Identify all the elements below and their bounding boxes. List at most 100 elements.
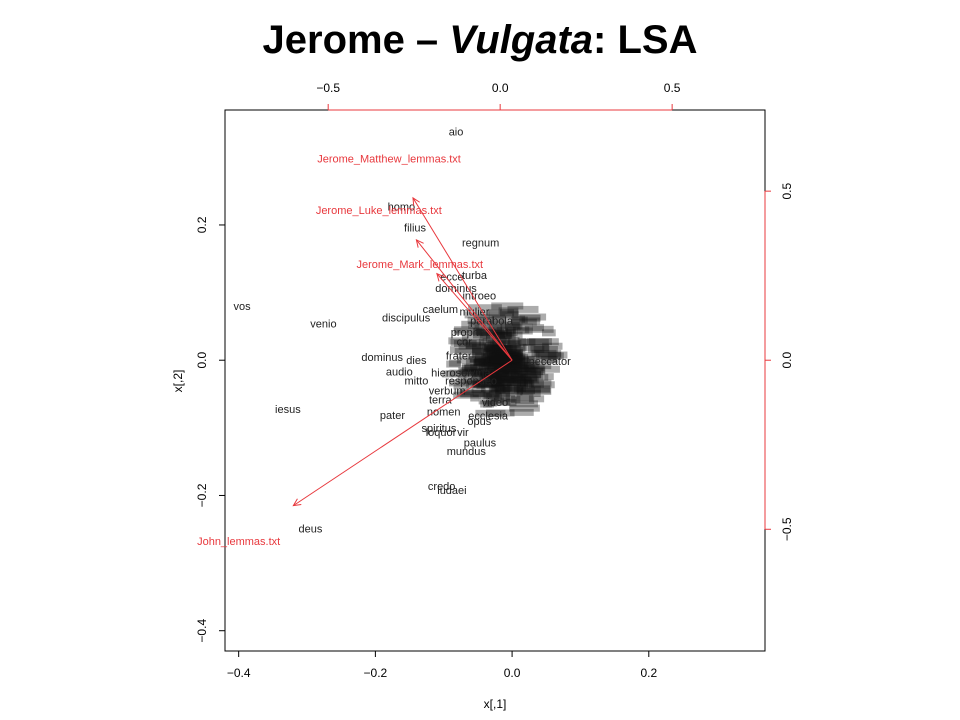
cloud-mark: [511, 375, 538, 383]
cloud-mark: [490, 384, 510, 392]
cloud-mark: [488, 321, 520, 329]
cloud-mark: [494, 353, 511, 361]
cloud-mark: [492, 378, 526, 386]
cloud-mark: [492, 356, 515, 364]
cloud-mark: [498, 355, 519, 363]
cloud-mark: [501, 361, 528, 369]
cloud-mark: [490, 375, 515, 383]
cloud-mark: [516, 385, 551, 393]
cloud-mark: [472, 371, 494, 379]
cloud-mark: [498, 307, 519, 315]
cloud-mark: [497, 356, 512, 364]
cloud-mark: [498, 379, 527, 387]
cloud-mark: [486, 346, 498, 354]
cloud-mark: [491, 379, 504, 387]
cloud-mark: [521, 387, 536, 395]
word-label: vir: [457, 427, 469, 439]
cloud-mark: [472, 343, 503, 351]
cloud-mark: [531, 380, 544, 388]
cloud-mark: [489, 385, 499, 393]
cloud-mark: [494, 376, 526, 384]
cloud-mark: [486, 378, 512, 386]
cloud-mark: [473, 370, 487, 378]
cloud-mark: [534, 349, 562, 357]
cloud-mark: [459, 368, 491, 376]
cloud-mark: [524, 362, 540, 370]
cloud-mark: [522, 344, 549, 352]
word-label: dies: [406, 355, 427, 367]
cloud-mark: [528, 345, 545, 353]
cloud-mark: [496, 355, 512, 363]
cloud-mark: [492, 327, 503, 335]
cloud-mark: [491, 380, 500, 388]
cloud-mark: [498, 357, 508, 365]
cloud-mark: [531, 349, 557, 357]
word-label: hierosolyma: [431, 367, 491, 379]
cloud-mark: [506, 343, 527, 351]
cloud-mark: [494, 355, 518, 363]
cloud-mark: [473, 358, 486, 366]
cloud-mark: [514, 371, 542, 379]
top-tick-label: −0.5: [316, 81, 340, 95]
cloud-mark: [470, 394, 479, 402]
cloud-mark: [530, 345, 550, 353]
cloud-mark: [504, 355, 515, 363]
cloud-mark: [494, 356, 514, 364]
cloud-mark: [453, 391, 482, 399]
cloud-mark: [507, 305, 539, 313]
vector-arrowhead: [292, 498, 302, 507]
cloud-mark: [498, 356, 510, 364]
cloud-mark: [479, 371, 488, 379]
cloud-mark: [490, 356, 519, 364]
cloud-mark: [474, 314, 506, 322]
cloud-mark: [495, 354, 515, 362]
cloud-mark: [495, 357, 516, 365]
cloud-mark: [507, 338, 536, 346]
word-label: audio: [386, 367, 413, 379]
top-tick-label: 0.0: [492, 81, 509, 95]
cloud-mark: [491, 345, 503, 353]
vector-label: Jerome_Mark_lemmas.txt: [357, 259, 484, 271]
cloud-mark: [500, 384, 524, 392]
cloud-mark: [497, 358, 515, 366]
cloud-mark: [505, 393, 534, 401]
cloud-mark: [511, 362, 535, 370]
cloud-mark: [499, 331, 523, 339]
cloud-mark: [495, 361, 522, 369]
cloud-mark: [498, 356, 510, 364]
cloud-mark: [496, 337, 511, 345]
cloud-mark: [498, 352, 516, 360]
cloud-mark: [517, 337, 527, 345]
cloud-mark: [487, 339, 522, 347]
cloud-mark: [499, 309, 515, 317]
cloud-mark: [514, 365, 532, 373]
cloud-mark: [505, 323, 533, 331]
cloud-mark: [469, 355, 497, 363]
x-tick-label: 0.0: [504, 666, 521, 680]
word-label: aio: [449, 127, 464, 139]
cloud-mark: [495, 356, 515, 364]
cloud-mark: [498, 357, 508, 365]
cloud-mark: [535, 351, 568, 359]
cloud-mark: [473, 331, 506, 339]
cloud-mark: [461, 320, 486, 328]
x-tick-label: −0.2: [364, 666, 388, 680]
cloud-mark: [490, 358, 524, 366]
cloud-mark: [487, 356, 520, 364]
cloud-mark: [492, 358, 513, 366]
cloud-mark: [490, 356, 517, 364]
cloud-mark: [475, 409, 506, 417]
cloud-mark: [506, 329, 518, 337]
word-label: turba: [462, 270, 488, 282]
cloud-mark: [496, 358, 517, 366]
cloud-mark: [454, 348, 482, 356]
cloud-mark: [516, 386, 551, 394]
cloud-mark: [498, 356, 513, 364]
cloud-mark: [464, 364, 490, 372]
cloud-mark: [494, 355, 514, 363]
cloud-mark: [497, 361, 515, 369]
cloud-mark: [488, 356, 520, 364]
cloud-mark: [491, 387, 502, 395]
cloud-mark: [530, 365, 560, 373]
cloud-mark: [489, 349, 508, 357]
